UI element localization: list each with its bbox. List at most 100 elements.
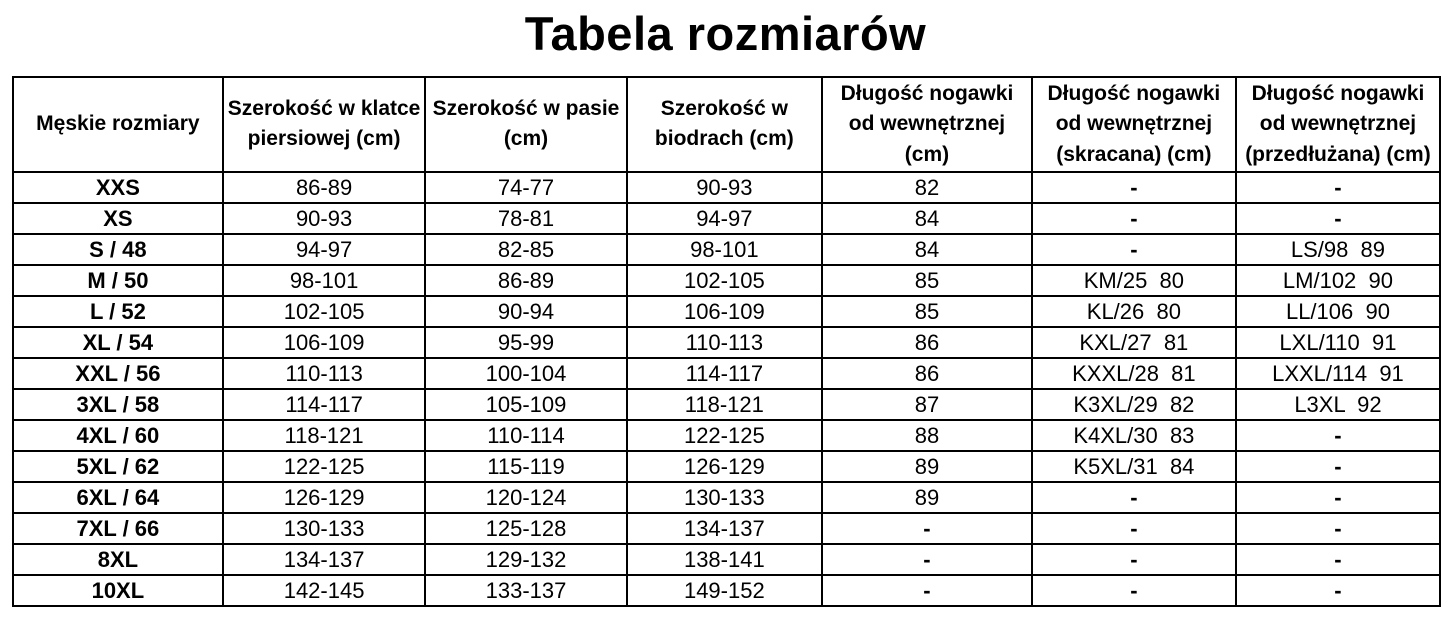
value-cell: - [1030,171,1237,204]
column-header: Szerokość w pasie (cm) [424,75,628,174]
value-cell: 130-133 [221,512,427,545]
value-cell: 94-97 [625,202,824,235]
value-cell: 114-117 [221,388,427,421]
value-cell: 105-109 [424,388,628,421]
table-row: XL / 54 106-109 95-99 110-113 86 KXL/27 81 LXL… [12,326,1442,359]
table-row: L / 52 102-105 90-94 106-109 85 KL/26 80 LL/10… [12,295,1442,328]
page-title: Tabela rozmiarów [524,7,927,60]
column-header: Długość nogawki od wewnętrznej (cm) [821,75,1033,174]
value-cell: K3XL/29 82 [1030,388,1237,421]
value-cell: 122-125 [625,419,824,452]
value-cell: 94-97 [221,233,427,266]
value-cell: - [821,574,1033,607]
value-cell: 130-133 [625,481,824,514]
size-cell: 4XL / 60 [12,419,224,452]
table-body: XXS 86-89 74-77 90-93 82- - XS 90-93 78-81 94-97 8… [12,171,1442,607]
value-cell: 98-101 [625,233,824,266]
column-header: Długość nogawki od wewnętrznej (skracana… [1030,75,1237,174]
size-cell: 7XL / 66 [12,512,224,545]
value-cell: LM/102 90 [1234,264,1442,297]
table-row: S / 48 94-97 82-85 98-101 84- LS/98 89 [12,233,1442,266]
value-cell: 110-114 [424,419,628,452]
table-row: 5XL / 62 122-125 115-119 126-129 89 K5XL/31 8… [12,450,1442,483]
value-cell: - [821,543,1033,576]
value-cell: 74-77 [424,171,628,204]
value-cell: - [1030,574,1237,607]
value-cell: KM/25 80 [1030,264,1237,297]
value-cell: 85 [821,264,1033,297]
size-cell: 10XL [12,574,224,607]
table-row: 10XL 142-145 133-137 149-152- - - [12,574,1442,607]
size-cell: XS [12,202,224,235]
value-cell: - [1234,574,1442,607]
value-cell: 89 [821,450,1033,483]
column-header: Szerokość w biodrach (cm) [625,75,824,174]
value-cell: 84 [821,202,1033,235]
value-cell: 84 [821,233,1033,266]
value-cell: - [1234,481,1442,514]
value-cell: 86 [821,357,1033,390]
value-cell: 129-132 [424,543,628,576]
value-cell: 95-99 [424,326,628,359]
value-cell: 110-113 [625,326,824,359]
table-row: 8XL 134-137 129-132 138-141- - - [12,543,1442,576]
value-cell: 115-119 [424,450,628,483]
value-cell: - [1234,419,1442,452]
table-row: 4XL / 60 118-121 110-114 122-125 88 K4XL/30 8… [12,419,1442,452]
size-cell: S / 48 [12,233,224,266]
value-cell: LXL/110 91 [1234,326,1442,359]
value-cell: LL/106 90 [1234,295,1442,328]
value-cell: 106-109 [221,326,427,359]
table-row: 3XL / 58 114-117 105-109 118-121 87 K3XL/29 8… [12,388,1442,421]
value-cell: 138-141 [625,543,824,576]
table-row: XS 90-93 78-81 94-97 84- - [12,202,1442,235]
value-cell: 134-137 [625,512,824,545]
value-cell: 118-121 [625,388,824,421]
size-cell: 8XL [12,543,224,576]
size-cell: 5XL / 62 [12,450,224,483]
value-cell: - [1234,543,1442,576]
value-cell: 100-104 [424,357,628,390]
value-cell: 120-124 [424,481,628,514]
value-cell: 85 [821,295,1033,328]
value-cell: 90-94 [424,295,628,328]
value-cell: 126-129 [221,481,427,514]
size-cell: 3XL / 58 [12,388,224,421]
value-cell: 89 [821,481,1033,514]
value-cell: 87 [821,388,1033,421]
value-cell: 114-117 [625,357,824,390]
size-cell: L / 52 [12,295,224,328]
value-cell: 102-105 [221,295,427,328]
value-cell: - [1030,481,1237,514]
value-cell: 125-128 [424,512,628,545]
value-cell: K4XL/30 83 [1030,419,1237,452]
value-cell: KL/26 80 [1030,295,1237,328]
value-cell: 110-113 [221,357,427,390]
value-cell: - [1234,202,1442,235]
value-cell: 86-89 [221,171,427,204]
value-cell: 134-137 [221,543,427,576]
value-cell: - [1030,512,1237,545]
size-cell: M / 50 [12,264,224,297]
size-table: Męskie rozmiary Szerokość w klatce piersi… [12,75,1442,607]
value-cell: 88 [821,419,1033,452]
value-cell: 86 [821,326,1033,359]
size-cell: XXS [12,171,224,204]
value-cell: 122-125 [221,450,427,483]
value-cell: K5XL/31 84 [1030,450,1237,483]
value-cell: L3XL 92 [1234,388,1442,421]
table-row: XXL / 56 110-113 100-104 114-117 86 KXXL/28 8… [12,357,1442,390]
value-cell: 98-101 [221,264,427,297]
value-cell: 126-129 [625,450,824,483]
value-cell: 86-89 [424,264,628,297]
value-cell: 118-121 [221,419,427,452]
value-cell: 142-145 [221,574,427,607]
column-header: Męskie rozmiary [12,75,224,174]
value-cell: 106-109 [625,295,824,328]
column-header: Długość nogawki od wewnętrznej (przedłuż… [1234,75,1442,174]
value-cell: - [1234,171,1442,204]
value-cell: KXXL/28 81 [1030,357,1237,390]
value-cell: 82 [821,171,1033,204]
value-cell: - [1030,202,1237,235]
size-cell: XL / 54 [12,326,224,359]
